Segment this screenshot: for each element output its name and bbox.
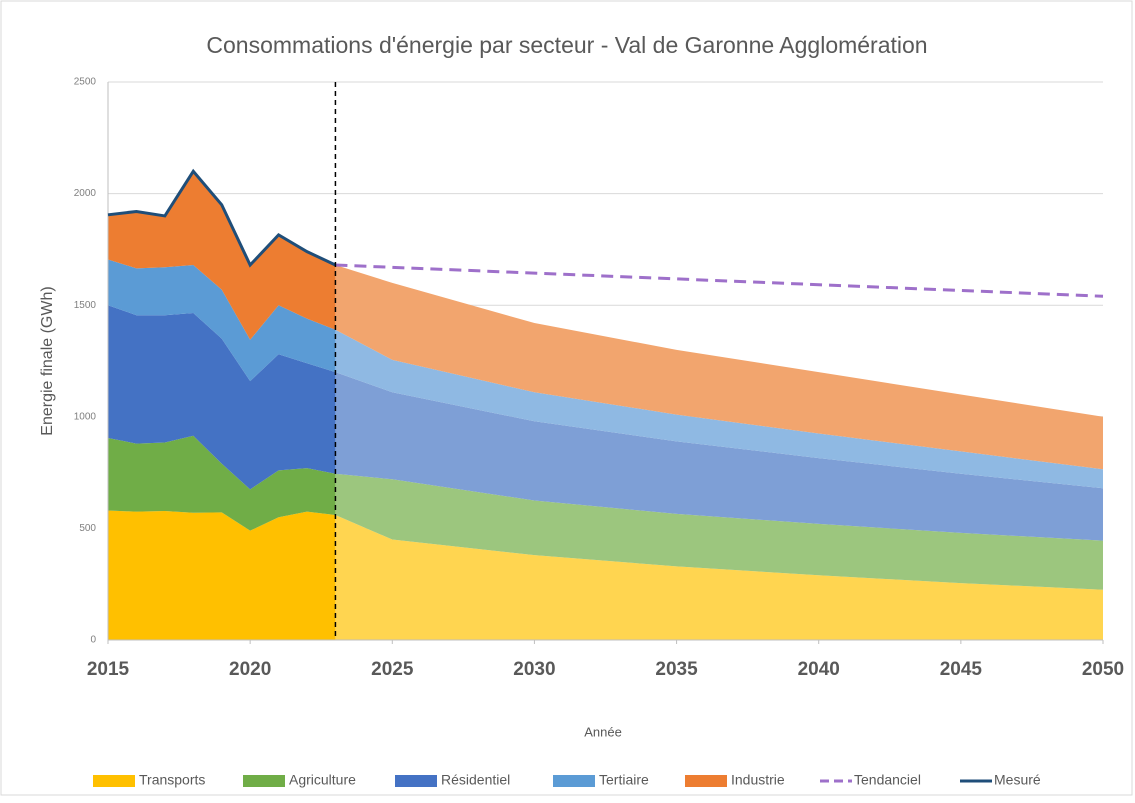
- area: [108, 510, 336, 640]
- y-tick-label: 1500: [74, 300, 97, 311]
- area: [335, 329, 1103, 489]
- area: [335, 515, 1103, 640]
- legend-swatch: [685, 775, 727, 787]
- x-tick-label: 2025: [371, 659, 414, 680]
- line: [107, 168, 337, 268]
- y-tick-label: 1000: [74, 411, 97, 422]
- legend-label: Résidentiel: [441, 772, 510, 788]
- line: [335, 263, 1104, 298]
- x-tick-label: 2030: [513, 659, 555, 680]
- y-tick-label: 2000: [74, 188, 97, 199]
- area: [108, 305, 336, 490]
- legend-swatch: [243, 775, 285, 787]
- area: [108, 259, 336, 382]
- legend-label: Mesuré: [994, 772, 1041, 788]
- area: [108, 435, 336, 531]
- legend-swatch: [395, 775, 437, 787]
- legend-label: Tendanciel: [854, 772, 921, 788]
- x-tick-label: 2045: [940, 659, 983, 680]
- y-tick-label: 500: [79, 523, 96, 534]
- x-tick-label: 2040: [798, 659, 840, 680]
- area: [108, 171, 336, 340]
- legend-label: Transports: [139, 772, 205, 788]
- area: [335, 372, 1103, 541]
- legend-swatch: [93, 775, 135, 787]
- area: [335, 265, 1103, 470]
- x-tick-label: 2020: [229, 659, 271, 680]
- x-tick-label: 2015: [87, 659, 130, 680]
- legend-label: Agriculture: [289, 772, 356, 788]
- x-tick-label: 2035: [655, 659, 698, 680]
- area: [335, 473, 1103, 590]
- x-axis-label: Année: [584, 724, 622, 739]
- y-axis-label: Energie finale (GWh): [39, 286, 56, 435]
- y-tick-label: 0: [90, 635, 96, 646]
- legend-swatch: [553, 775, 595, 787]
- legend-label: Industrie: [731, 772, 785, 788]
- y-tick-label: 2500: [74, 77, 97, 88]
- legend-label: Tertiaire: [599, 772, 649, 788]
- x-tick-label: 2050: [1082, 659, 1124, 680]
- chart-title: Consommations d'énergie par secteur - Va…: [206, 32, 927, 58]
